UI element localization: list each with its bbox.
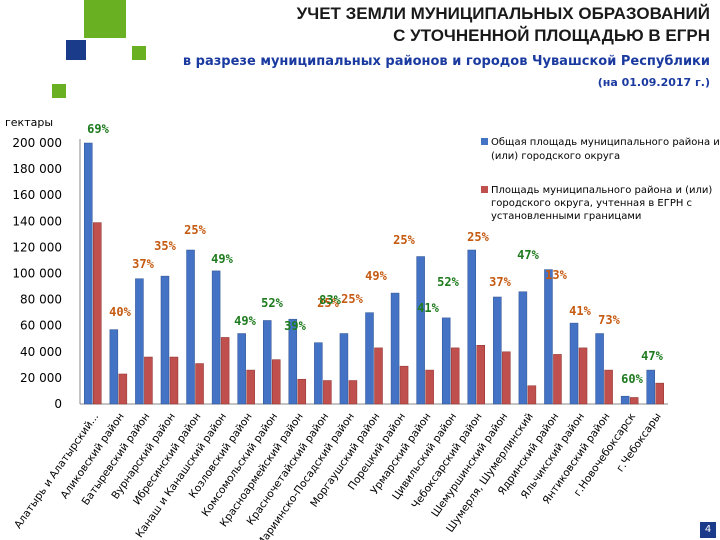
- bar-total-area: [211, 270, 221, 405]
- bar-egrn-area: [144, 356, 153, 405]
- bar-total-area: [493, 296, 502, 405]
- bar-egrn-area: [169, 356, 179, 405]
- bar-egrn-area: [450, 347, 460, 405]
- percent-label: 39%: [284, 319, 306, 333]
- y-tick-label: 40 000: [20, 345, 62, 359]
- bar-total-area: [569, 322, 579, 405]
- bar-egrn-area: [348, 380, 358, 405]
- percent-label: 60%: [621, 372, 643, 386]
- bar-total-area: [84, 142, 93, 405]
- y-tick-label: 140 000: [12, 214, 62, 228]
- percent-label: 35%: [154, 239, 176, 253]
- bar-total-area: [416, 256, 425, 405]
- bar-egrn-area: [323, 380, 332, 405]
- bar-egrn-area: [399, 365, 409, 405]
- legend-label-total: Общая площадь муниципального района и: [491, 137, 720, 148]
- bar-total-area: [620, 395, 630, 405]
- decor-square-small: [132, 46, 146, 60]
- bar-egrn-area: [502, 351, 511, 405]
- percent-label: 25%: [467, 230, 489, 244]
- percent-label: 52%: [437, 275, 459, 289]
- y-tick-label: 160 000: [12, 188, 62, 202]
- percent-label: 47%: [517, 248, 539, 262]
- percent-label: 25%: [341, 292, 363, 306]
- bar-total-area: [646, 369, 655, 405]
- y-tick-label: 20 000: [20, 371, 62, 385]
- bar-total-area: [186, 249, 195, 405]
- bar-egrn-area: [374, 347, 383, 405]
- bar-total-area: [135, 278, 144, 405]
- percent-label: 25%: [184, 223, 206, 237]
- y-tick-label: 0: [54, 397, 62, 411]
- bar-egrn-area: [195, 363, 204, 405]
- percent-label: 52%: [261, 296, 283, 310]
- y-axis-label: гектары: [5, 116, 54, 129]
- legend-label-egrn: Площадь муниципального района и (или): [491, 185, 712, 196]
- bar-egrn-area: [604, 369, 613, 405]
- percent-label: 37%: [132, 257, 154, 271]
- bar-egrn-area: [655, 382, 664, 405]
- y-tick-label: 80 000: [20, 293, 62, 307]
- decor-square-side: [52, 84, 66, 98]
- page-subtitle: в разрезе муниципальных районов и городо…: [182, 54, 710, 69]
- percent-label: 73%: [598, 313, 620, 327]
- decor-square-blue: [66, 40, 86, 60]
- legend-swatch-total: [481, 138, 488, 145]
- percent-label: 25%: [317, 296, 339, 310]
- percent-label: 47%: [641, 349, 663, 363]
- page-number: 4: [700, 522, 716, 538]
- bar-egrn-area: [476, 345, 486, 405]
- as-of-date: (на 01.09.2017 г.): [597, 76, 710, 89]
- legend-label-egrn: установленными границами: [491, 211, 641, 222]
- percent-label: 40%: [109, 305, 131, 319]
- legend-swatch-egrn: [481, 186, 488, 193]
- bar-total-area: [237, 333, 246, 405]
- percent-label: 49%: [211, 252, 233, 266]
- legend-label-egrn: городского округа, учтенная в ЕГРН с: [491, 198, 692, 209]
- bar-egrn-area: [425, 369, 434, 405]
- bar-egrn-area: [629, 397, 639, 405]
- bar-egrn-area: [220, 337, 230, 405]
- legend-label-total: (или) городского округа: [491, 151, 620, 162]
- bar-egrn-area: [297, 378, 307, 405]
- page-title-line1: УЧЕТ ЗЕМЛИ МУНИЦИПАЛЬНЫХ ОБРАЗОВАНИЙ: [296, 4, 710, 23]
- percent-label: 37%: [489, 275, 511, 289]
- y-tick-label: 180 000: [12, 162, 62, 176]
- y-tick-label: 200 000: [12, 136, 62, 150]
- bar-total-area: [288, 318, 298, 405]
- y-tick-label: 60 000: [20, 319, 62, 333]
- bar-total-area: [595, 333, 604, 405]
- bar-egrn-area: [527, 385, 537, 405]
- bar-total-area: [544, 269, 553, 405]
- y-tick-label: 100 000: [12, 267, 62, 281]
- bar-egrn-area: [93, 222, 102, 405]
- bar-total-area: [518, 291, 528, 405]
- y-tick-label: 120 000: [12, 240, 62, 254]
- percent-label: 83%: [319, 293, 341, 307]
- percent-label: 49%: [234, 314, 256, 328]
- bar-total-area: [314, 342, 323, 405]
- bar-egrn-area: [118, 373, 128, 405]
- percent-label: 25%: [393, 233, 415, 247]
- bar-total-area: [109, 329, 119, 405]
- bar-egrn-area: [271, 359, 281, 405]
- bar-total-area: [262, 320, 272, 405]
- bar-egrn-area: [578, 347, 588, 405]
- page-title-line2: С УТОЧНЕННОЙ ПЛОЩАДЬЮ В ЕГРН: [393, 26, 710, 45]
- bar-egrn-area: [246, 369, 255, 405]
- percent-label: 41%: [569, 304, 591, 318]
- decor-square-large: [84, 0, 126, 38]
- percent-label: 41%: [417, 301, 439, 315]
- percent-label: 13%: [545, 268, 567, 282]
- percent-label: 49%: [365, 269, 387, 283]
- bar-total-area: [390, 292, 400, 405]
- bar-total-area: [160, 275, 170, 405]
- bar-total-area: [441, 317, 451, 405]
- bar-total-area: [467, 249, 477, 405]
- bar-egrn-area: [553, 354, 562, 405]
- bar-total-area: [339, 333, 349, 405]
- percent-label: 69%: [87, 122, 109, 136]
- bar-total-area: [365, 312, 374, 405]
